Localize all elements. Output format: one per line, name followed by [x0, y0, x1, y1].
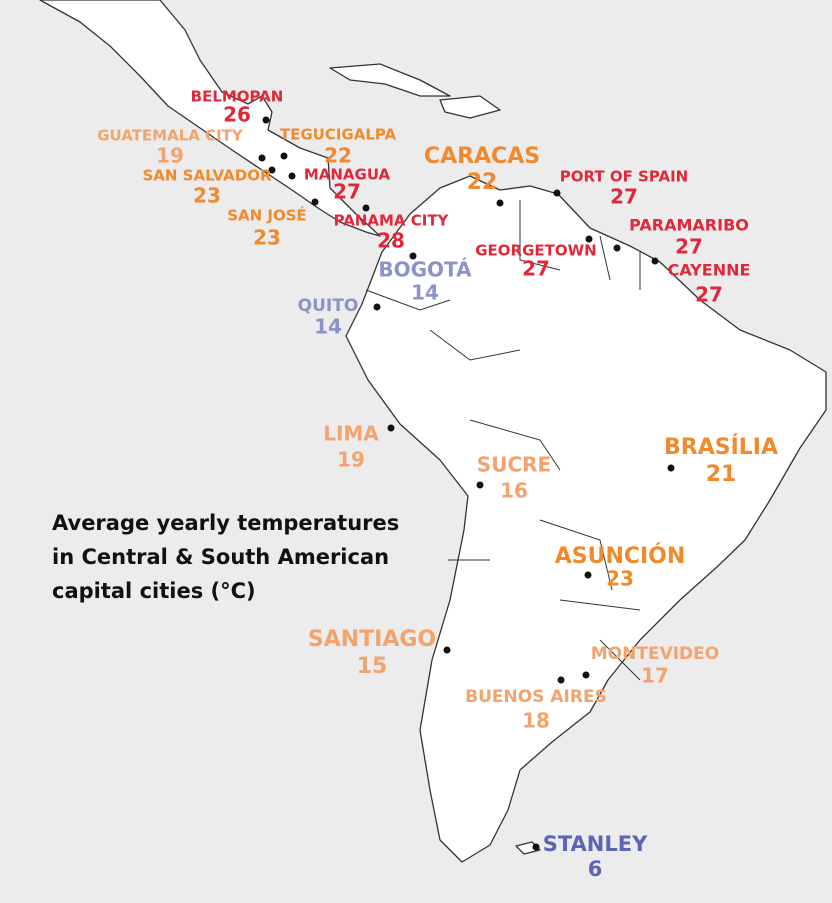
title-line: capital cities (°C) — [52, 579, 256, 603]
south-america — [345, 175, 827, 863]
city-name: SUCRE — [477, 453, 551, 477]
city-dot — [311, 198, 319, 206]
city-dot — [585, 235, 593, 243]
city-name: GEORGETOWN — [475, 242, 597, 260]
city-dot — [373, 303, 381, 311]
city-temperature: 28 — [377, 229, 405, 253]
city-name: QUITO — [298, 296, 359, 316]
city-name: BELMOPAN — [191, 88, 284, 106]
city-temperature: 18 — [522, 709, 550, 733]
city-temperature: 15 — [357, 654, 388, 679]
title-line: in Central & South American — [52, 545, 389, 569]
city-dot — [262, 116, 270, 124]
city-dot — [582, 671, 590, 679]
title-line: Average yearly temperatures — [52, 511, 399, 535]
city-name: GUATEMALA CITY — [97, 127, 244, 145]
city-temperature: 16 — [500, 479, 528, 503]
city-name: CAYENNE — [668, 261, 751, 280]
city-temperature: 23 — [253, 226, 281, 250]
city-name: MANAGUA — [304, 166, 391, 184]
city-dot — [496, 199, 504, 207]
city-temperature: 27 — [695, 283, 723, 307]
city-dot — [409, 252, 417, 260]
city-dot — [280, 152, 288, 160]
city-dot — [651, 257, 659, 265]
city-dot — [553, 189, 561, 197]
city-temperature: 6 — [588, 857, 603, 881]
city-temperature: 27 — [333, 180, 361, 204]
city-temperature: 23 — [606, 567, 634, 591]
city-dot — [557, 676, 565, 684]
city-name: PARAMARIBO — [629, 216, 749, 235]
city-temperature: 22 — [324, 144, 352, 168]
city-name: PORT OF SPAIN — [560, 168, 688, 186]
city-name: SAN JOSÉ — [227, 206, 307, 225]
city-dot — [443, 646, 451, 654]
borders — [365, 200, 641, 681]
hispaniola — [439, 95, 501, 119]
city-temperature: 27 — [522, 257, 550, 281]
city-temperature: 14 — [314, 315, 342, 339]
city-temperature: 27 — [610, 185, 638, 209]
city-temperature: 27 — [675, 235, 703, 259]
city-name: LIMA — [323, 422, 379, 446]
city-dot — [268, 166, 276, 174]
city-name: CARACAS — [424, 144, 540, 169]
city-temperature: 21 — [706, 462, 737, 487]
city-name: TEGUCIGALPA — [280, 126, 397, 144]
city-name: SAN SALVADOR — [142, 167, 271, 185]
city-name: BUENOS AIRES — [465, 687, 607, 707]
city-temperature: 17 — [641, 664, 669, 688]
city-dot — [584, 571, 592, 579]
city-dot — [532, 843, 540, 851]
city-temperature: 14 — [411, 281, 439, 305]
city-name: BOGOTÁ — [378, 258, 472, 282]
city-dot — [288, 172, 296, 180]
city-dot — [387, 424, 395, 432]
city-name: MONTEVIDEO — [591, 644, 719, 664]
city-name: STANLEY — [543, 832, 648, 856]
city-temperature: 22 — [467, 170, 498, 195]
city-name: SANTIAGO — [308, 627, 436, 652]
city-temperature: 19 — [156, 144, 184, 168]
city-dot — [613, 244, 621, 252]
city-temperature: 19 — [337, 448, 365, 472]
city-dot — [362, 204, 370, 212]
city-dot — [667, 464, 675, 472]
city-name: ASUNCIÓN — [555, 543, 686, 569]
city-name: BRASÍLIA — [664, 434, 778, 460]
city-temperature: 26 — [223, 103, 251, 127]
city-dot — [476, 481, 484, 489]
city-name: PANAMA CITY — [334, 212, 450, 230]
cuba — [329, 63, 451, 97]
city-temperature: 23 — [193, 184, 221, 208]
city-dot — [258, 154, 266, 162]
